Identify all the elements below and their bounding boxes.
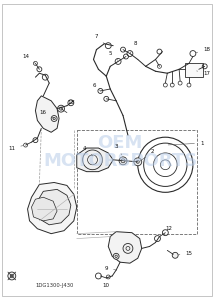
Text: 12: 12 [160,226,173,237]
Bar [185,63,203,77]
Text: 8: 8 [130,41,138,54]
Circle shape [134,158,142,166]
Text: 7: 7 [95,34,104,44]
Polygon shape [35,96,59,132]
Text: 10: 10 [103,277,110,288]
Text: 9: 9 [105,266,116,271]
Polygon shape [108,232,142,263]
Text: 2: 2 [140,149,154,161]
Polygon shape [28,182,77,234]
Circle shape [8,272,16,280]
Text: OEM
MOTORSPORTS: OEM MOTORSPORTS [43,134,197,170]
Text: 1: 1 [168,141,204,146]
Bar [77,130,197,234]
Circle shape [119,157,127,165]
Text: 14: 14 [22,54,35,63]
Text: 4: 4 [83,146,92,156]
Text: 13: 13 [61,100,74,109]
Circle shape [58,105,64,112]
Circle shape [51,116,57,122]
Text: 1DG1300-J430: 1DG1300-J430 [35,283,73,288]
Text: 15: 15 [178,251,192,256]
Text: 11: 11 [8,146,23,151]
Text: 3: 3 [114,144,122,154]
Text: 18: 18 [196,47,210,53]
Text: 17: 17 [197,71,210,76]
Polygon shape [31,197,57,221]
Text: 5: 5 [108,51,118,60]
Circle shape [113,253,119,259]
Text: 16: 16 [40,110,54,118]
Polygon shape [35,189,71,225]
Circle shape [123,244,133,253]
Text: 6: 6 [93,82,100,91]
Circle shape [172,252,178,258]
Polygon shape [77,148,113,172]
